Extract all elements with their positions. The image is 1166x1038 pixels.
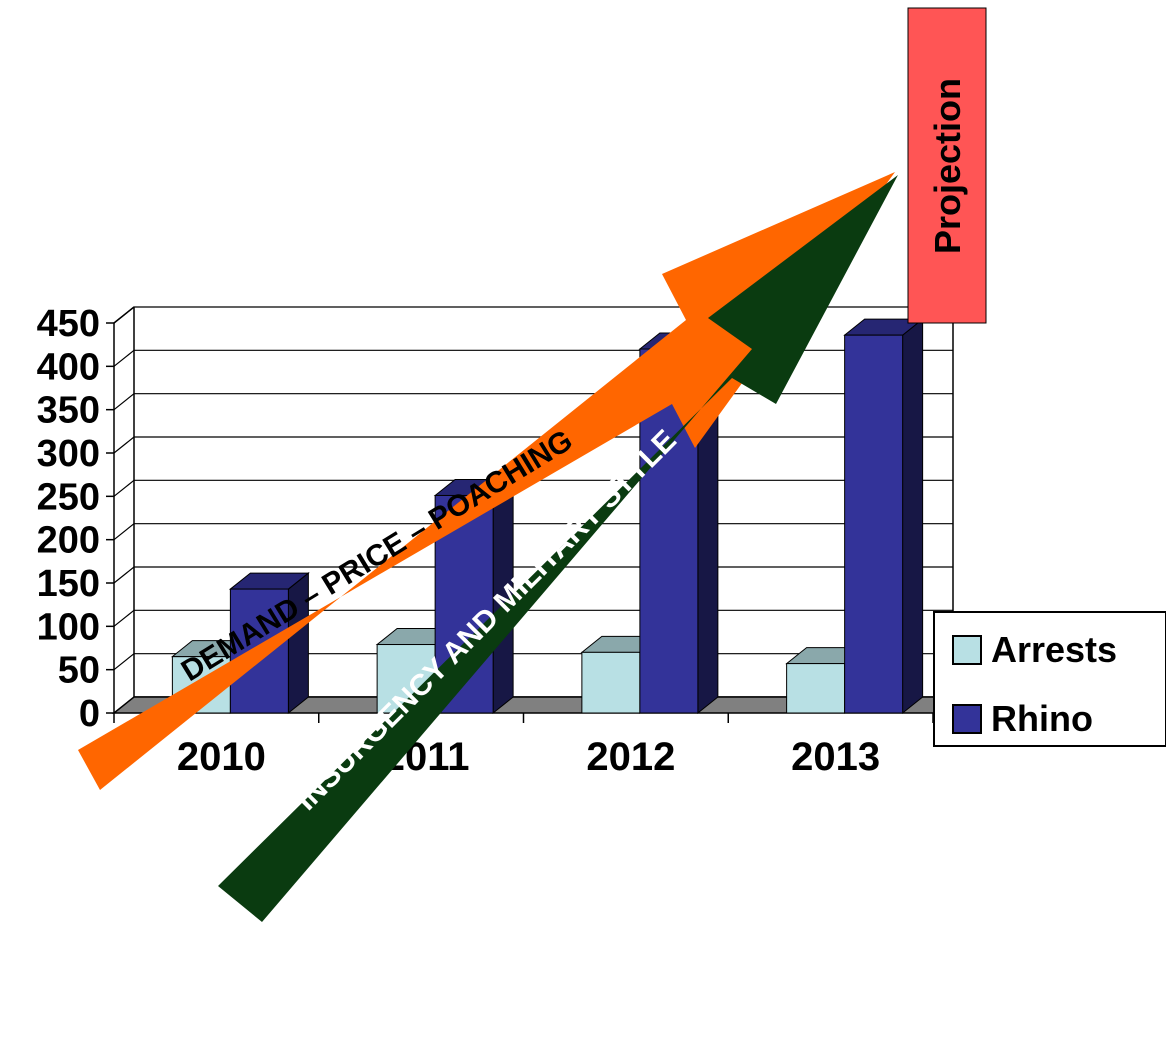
legend-swatch-rhino	[952, 704, 982, 734]
y-tick-label: 0	[79, 693, 100, 735]
bar-front	[786, 663, 846, 714]
green-trend-arrow: INSURGENCY AND MILITARY STYLE	[218, 175, 898, 922]
legend-label-arrests: Arrests	[991, 629, 1117, 670]
legend-label-rhino: Rhino	[991, 698, 1093, 739]
y-tick-label: 300	[37, 433, 100, 475]
bar-side	[902, 318, 924, 715]
x-tick-label: 2013	[791, 735, 880, 779]
y-tick-label: 250	[37, 476, 100, 518]
gridline	[113, 349, 953, 367]
y-tick-label: 150	[37, 563, 100, 605]
y-tick-label: 450	[37, 303, 100, 345]
y-tick-label: 400	[37, 346, 100, 388]
bar-front	[581, 651, 641, 714]
bar-front	[844, 334, 904, 714]
y-tick-label: 200	[37, 520, 100, 562]
projection-annotation: Projection	[907, 7, 987, 324]
x-tick-label: 2010	[177, 735, 266, 779]
x-axis-ticks: 2010 2011 2012 2013	[113, 713, 934, 779]
orange-arrow-shape	[78, 172, 895, 790]
legend: Arrests Rhino	[933, 611, 1166, 747]
legend-swatch-arrests	[952, 635, 982, 665]
gridline	[113, 523, 953, 541]
gridline	[113, 393, 953, 411]
bar-rhino-2013	[843, 318, 925, 715]
green-arrow-shape	[218, 175, 898, 922]
y-tick-label: 350	[37, 390, 100, 432]
projection-box	[907, 7, 987, 324]
y-tick-label: 100	[37, 606, 100, 648]
projection-label: Projection	[927, 78, 968, 254]
gridline	[113, 306, 953, 324]
x-tick-label: 2012	[586, 735, 675, 779]
y-tick-label: 50	[58, 650, 100, 692]
